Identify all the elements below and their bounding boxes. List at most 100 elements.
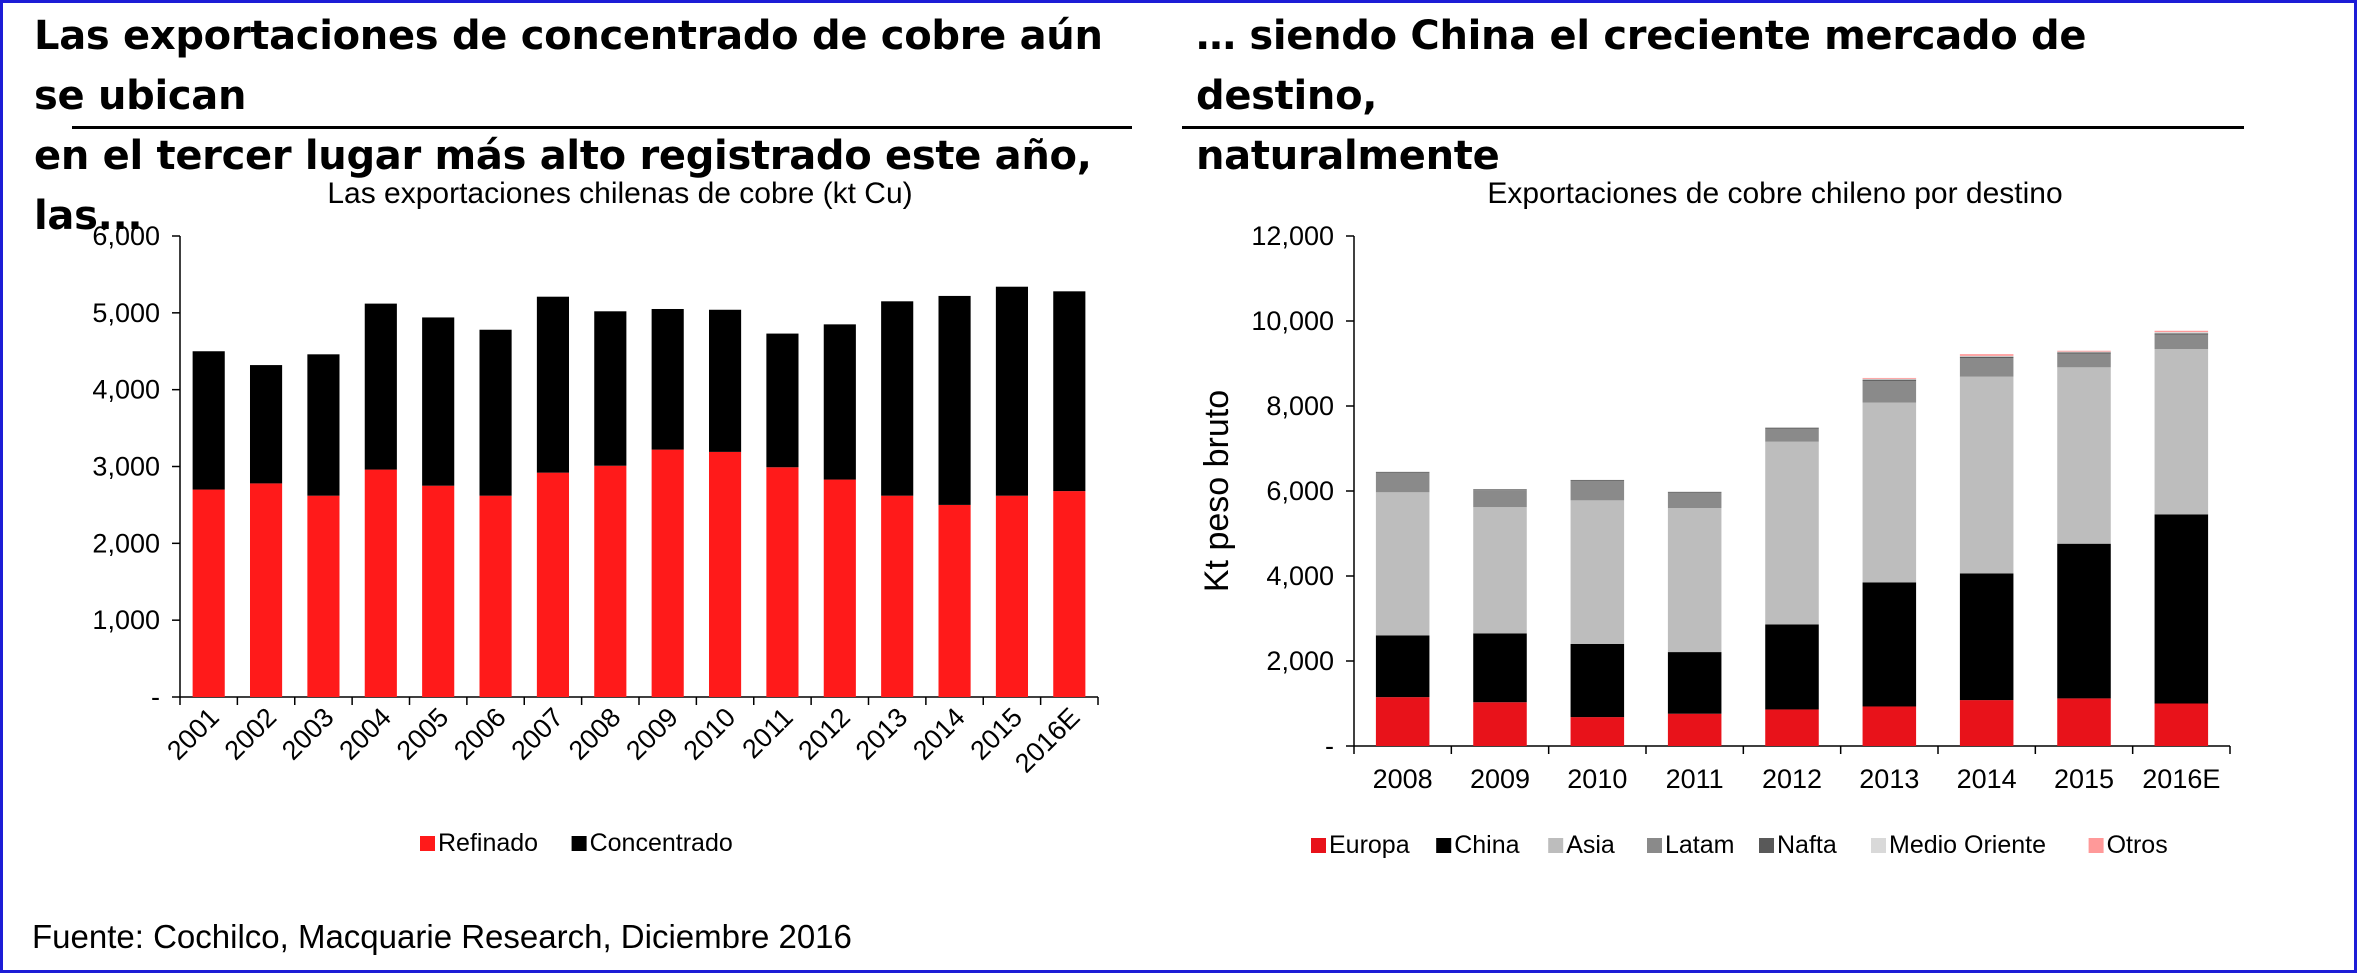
bar-refinado [881, 495, 914, 697]
bar-nafta [1959, 356, 2014, 358]
legend-swatch-otros [2088, 838, 2104, 853]
left-headline-line2: en el tercer lugar más alto registrado e… [34, 133, 1092, 239]
legend-label-latam: Latam [1665, 831, 1734, 859]
left-headline-rule [72, 126, 1132, 129]
bar-refinado [307, 495, 340, 697]
right-headline: … siendo China el creciente mercado de d… [1196, 6, 2256, 186]
bar-china [1473, 633, 1527, 703]
bar-china [1765, 624, 1819, 710]
bar-latam [1570, 480, 1625, 501]
legend-label-asia: Asia [1566, 831, 1615, 859]
bar-refinado [364, 469, 397, 697]
bar-asia [1473, 507, 1527, 634]
x-tick-label: 2001 [161, 702, 225, 766]
y-tick-label: - [151, 682, 160, 712]
bar-asia [1959, 376, 2014, 574]
bar-concentrado [422, 317, 455, 486]
x-tick-label: 2013 [1859, 764, 1919, 794]
x-tick-label: 2011 [736, 702, 798, 764]
bar-concentrado [823, 324, 856, 480]
right-headline-line1: … siendo China el creciente mercado de d… [1196, 13, 2087, 119]
bar-latam [1667, 492, 1722, 508]
charts-canvas: Las exportaciones chilenas de cobre (kt … [92, 177, 2231, 859]
y-axis-label: Kt peso bruto [1198, 390, 1236, 592]
bar-refinado [594, 465, 627, 697]
bar-concentrado [249, 365, 283, 484]
x-tick-label: 2009 [620, 702, 684, 766]
bar-china [2154, 514, 2209, 704]
bar-concentrado [708, 309, 742, 452]
bar-latam [1473, 490, 1527, 508]
bar-nafta [1862, 379, 1917, 381]
y-tick-label: 2,000 [1266, 646, 1334, 676]
y-tick-label: 2,000 [92, 528, 160, 558]
bar-refinado [823, 479, 856, 697]
bar-refinado [479, 495, 512, 697]
bar-nafta [2057, 352, 2111, 354]
y-tick-label: 5,000 [92, 298, 160, 328]
bar-asia [2154, 349, 2209, 515]
legend-label-nafta: Nafta [1777, 831, 1837, 859]
legend-swatch-medio-oriente [1871, 838, 1886, 853]
x-tick-label: 2010 [1567, 764, 1627, 794]
bar-latam [1862, 380, 1917, 403]
bar-nafta [1765, 427, 1819, 429]
bar-latam [2057, 353, 2111, 368]
bar-refinado [536, 472, 570, 697]
bar-concentrado [192, 351, 225, 490]
bar-nafta [1375, 471, 1430, 473]
bar-asia [1765, 441, 1819, 625]
y-tick-label: 6,000 [92, 221, 160, 251]
legend-swatch-asia [1548, 838, 1564, 853]
bar-refinado [422, 485, 455, 697]
bar-concentrado [536, 296, 570, 473]
x-tick-label: 2016E [1009, 702, 1085, 778]
bar-latam [2154, 334, 2209, 350]
bar-concentrado [995, 286, 1029, 496]
bar-concentrado [881, 301, 914, 496]
bar-europa [1375, 697, 1430, 746]
y-tick-label: 6,000 [1266, 476, 1334, 506]
bar-europa [1667, 713, 1722, 746]
bar-otros [1959, 354, 2014, 356]
bar-latam [1375, 472, 1430, 493]
legend-label-china: China [1454, 831, 1519, 859]
x-tick-label: 2008 [563, 702, 627, 766]
bar-medio-oriente [1959, 355, 2014, 357]
x-tick-label: 2009 [1470, 764, 1530, 794]
y-tick-label: - [1325, 731, 1334, 761]
bar-europa [1570, 717, 1625, 746]
x-tick-label: 2002 [219, 702, 283, 766]
bar-china [1959, 573, 2014, 701]
source-note: Fuente: Cochilco, Macquarie Research, Di… [32, 918, 852, 955]
y-tick-label: 3,000 [92, 452, 160, 482]
bar-nafta [1570, 479, 1625, 481]
x-tick-label: 2004 [333, 702, 397, 766]
x-tick-label: 2003 [276, 702, 340, 766]
x-tick-label: 2006 [448, 702, 512, 766]
legend-label-otros: Otros [2107, 831, 2168, 859]
x-tick-label: 2011 [1666, 764, 1724, 794]
bar-concentrado [307, 354, 340, 496]
bar-concentrado [651, 308, 684, 450]
chart-exportaciones-chilenas: Las exportaciones chilenas de cobre (kt … [92, 177, 1099, 857]
bar-refinado [708, 451, 742, 697]
bar-refinado [1053, 491, 1086, 697]
bar-refinado [249, 483, 283, 697]
legend-swatch-refinado [420, 836, 435, 851]
bar-refinado [995, 495, 1029, 697]
bar-medio-oriente [2154, 332, 2209, 334]
x-tick-label: 2010 [678, 702, 742, 766]
x-tick-label: 2013 [850, 702, 914, 766]
legend-label-refinado: Refinado [438, 829, 538, 857]
bar-europa [1765, 709, 1819, 746]
chart-title: Las exportaciones chilenas de cobre (kt … [327, 177, 912, 210]
x-tick-label: 2014 [907, 702, 971, 766]
bar-nafta [1667, 491, 1722, 493]
bar-refinado [766, 467, 799, 697]
chart-exportaciones-por-destino: Exportaciones de cobre chileno por desti… [1198, 177, 2231, 859]
bar-otros [2057, 350, 2111, 352]
legend-swatch-europa [1311, 838, 1326, 853]
bar-europa [1473, 702, 1527, 746]
